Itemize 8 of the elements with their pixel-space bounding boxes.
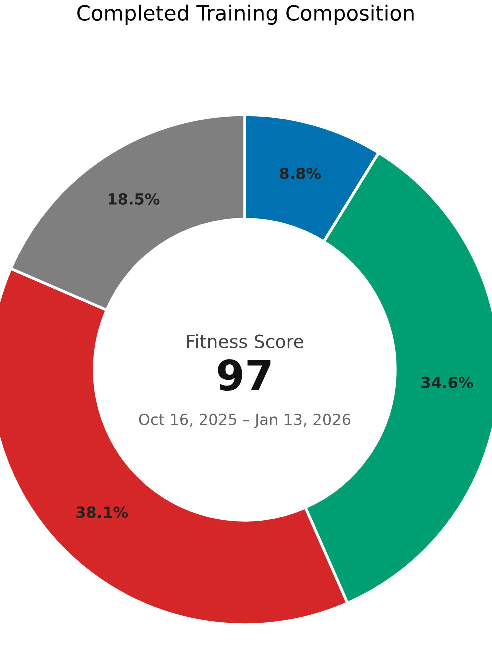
chart-title: Completed Training Composition [78, 4, 414, 26]
text: 97 [218, 360, 271, 392]
data-label: 8.8% [280, 168, 322, 180]
text: Oct 16, 2025 – Jan 13, 2026 [139, 414, 351, 428]
data-label: 38.1% [76, 506, 128, 518]
text: Fitness Score [187, 334, 304, 348]
data-label: 18.5% [108, 193, 160, 205]
data-label: 34.6% [422, 376, 474, 388]
